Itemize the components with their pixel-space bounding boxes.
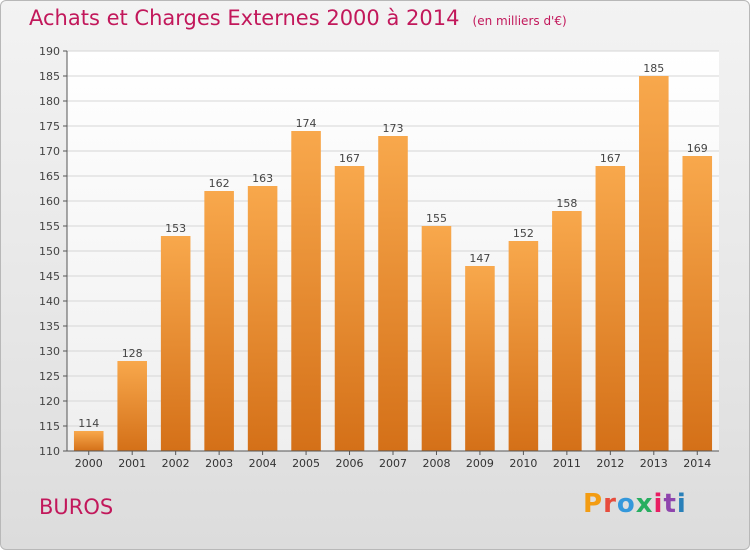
logo-letter: P [583, 489, 604, 519]
x-tick-label: 2013 [640, 457, 668, 470]
logo-letter: i [676, 489, 687, 519]
bar-2010 [508, 241, 539, 451]
y-axis: 110 115 120 125 130 135 140 145 150 155 160 165 170 1… [39, 45, 68, 458]
bar-2012 [595, 166, 626, 451]
chart-unit-note: (en milliers d'€) [472, 14, 567, 28]
x-axis: 2000 2001 2002 2003 2004 2005 2006 2007 2008 2009… [67, 450, 719, 470]
y-tick-label: 165 [39, 170, 60, 183]
y-tick-label: 115 [39, 420, 60, 433]
data-label: 162 [209, 177, 230, 190]
data-label: 158 [556, 197, 577, 210]
bar-2009 [465, 266, 495, 451]
chart-title: Achats et Charges Externes 2000 à 2014 (… [29, 6, 567, 30]
y-tick-label: 135 [39, 320, 60, 333]
logo-letter: x [635, 489, 654, 519]
logo-letter: o [616, 489, 636, 519]
bar-2002 [160, 236, 191, 451]
bar-2003 [204, 191, 234, 451]
data-label: 155 [426, 212, 447, 225]
bar-2001 [117, 361, 147, 451]
bars-group [73, 76, 713, 451]
y-tick-label: 155 [39, 220, 60, 233]
data-label: 174 [296, 117, 317, 130]
y-tick-label: 160 [39, 195, 60, 208]
chart-title-text: Achats et Charges Externes 2000 à 2014 [29, 6, 460, 30]
x-tick-label: 2005 [292, 457, 320, 470]
bar-2005 [291, 131, 321, 451]
bar-2008 [421, 226, 452, 451]
x-tick-label: 2000 [75, 457, 103, 470]
data-label: 185 [643, 62, 664, 75]
x-tick-label: 2002 [162, 457, 190, 470]
y-tick-label: 130 [39, 345, 60, 358]
logo-letter: i [653, 489, 664, 519]
y-tick-label: 180 [39, 95, 60, 108]
data-label: 167 [339, 152, 360, 165]
proxiti-logo: Proxiti [583, 489, 687, 519]
x-tick-label: 2008 [422, 457, 450, 470]
logo-letter: t [663, 489, 677, 519]
x-tick-label: 2003 [205, 457, 233, 470]
data-label: 169 [687, 142, 708, 155]
commune-name: BUROS [39, 495, 114, 519]
data-label: 167 [600, 152, 621, 165]
bar-2007 [378, 136, 408, 451]
bar-2013 [639, 76, 669, 451]
x-tick-label: 2006 [336, 457, 364, 470]
y-tick-label: 110 [39, 445, 60, 458]
data-label: 163 [252, 172, 273, 185]
x-tick-label: 2012 [596, 457, 624, 470]
data-label: 147 [469, 252, 490, 265]
y-tick-label: 145 [39, 270, 60, 283]
bar-2004 [247, 186, 278, 451]
y-tick-label: 185 [39, 70, 60, 83]
logo-letter: r [603, 489, 617, 519]
y-tick-label: 190 [39, 45, 60, 58]
x-tick-label: 2004 [249, 457, 277, 470]
data-label: 153 [165, 222, 186, 235]
x-tick-label: 2007 [379, 457, 407, 470]
bar-2014 [682, 156, 713, 451]
data-labels: 114 128 153 162 163 174 167 173 155 147 152 158 167 1… [78, 62, 708, 430]
y-tick-label: 120 [39, 395, 60, 408]
x-tick-label: 2014 [683, 457, 711, 470]
x-tick-label: 2009 [466, 457, 494, 470]
bar-2006 [334, 166, 365, 451]
y-tick-label: 125 [39, 370, 60, 383]
y-tick-label: 140 [39, 295, 60, 308]
y-tick-label: 150 [39, 245, 60, 258]
data-label: 114 [78, 417, 99, 430]
y-tick-label: 175 [39, 120, 60, 133]
x-tick-label: 2001 [118, 457, 146, 470]
bar-2011 [552, 211, 582, 451]
x-tick-label: 2010 [509, 457, 537, 470]
data-label: 152 [513, 227, 534, 240]
x-tick-label: 2011 [553, 457, 581, 470]
bar-2000 [73, 431, 104, 451]
data-label: 128 [122, 347, 143, 360]
data-label: 173 [383, 122, 404, 135]
y-tick-label: 170 [39, 145, 60, 158]
